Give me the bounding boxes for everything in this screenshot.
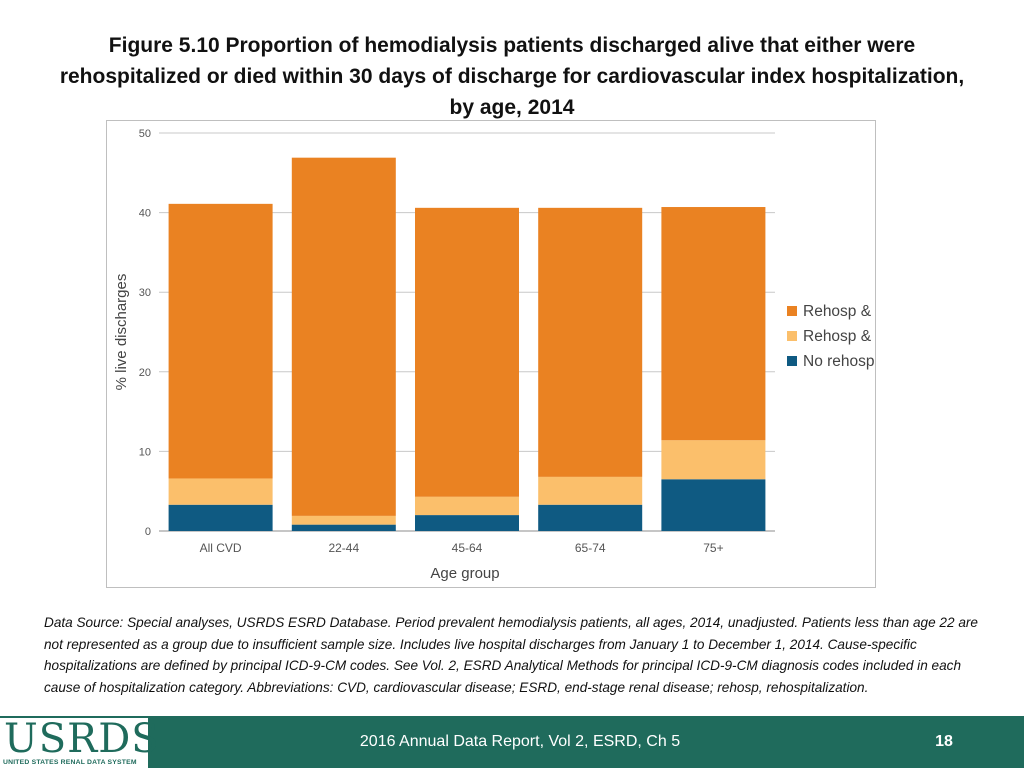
y-tick-label: 40	[139, 208, 151, 220]
figure-title-line-2: rehospitalized or died within 30 days of…	[59, 65, 965, 88]
usrds-logo: USRDS UNITED STATES RENAL DATA SYSTEM	[0, 716, 159, 768]
bar-segment	[291, 157, 396, 516]
y-tick-label: 20	[139, 367, 151, 379]
y-tick-label: 50	[139, 128, 151, 140]
stacked-bar-chart: 0 10 20 30 40 50 All CVD 22-44 45-64 65-74 75+ Age …	[113, 128, 875, 582]
x-tick-label: 22-44	[328, 541, 359, 555]
figure-title-line-1: Figure 5.10 Proportion of hemodialysis p…	[108, 34, 916, 57]
y-axis-title: % live discharges	[113, 274, 130, 391]
logo-subtext: UNITED STATES RENAL DATA SYSTEM	[3, 759, 137, 766]
legend-swatch	[787, 306, 797, 316]
figure-title-line-3: by age, 2014	[449, 96, 575, 119]
legend-label: No rehosp & died	[803, 353, 875, 370]
bar-segment	[415, 496, 519, 516]
bar-segment	[291, 524, 396, 531]
bar-segment	[538, 207, 643, 477]
bar-segment	[168, 203, 273, 479]
bar-segment	[168, 504, 273, 531]
data-source-caption: Data Source: Special analyses, USRDS ESR…	[44, 615, 978, 695]
bar-segment	[415, 207, 519, 497]
x-tick-label: All CVD	[200, 541, 242, 555]
y-tick-label: 30	[139, 287, 151, 299]
legend-swatch	[787, 356, 797, 366]
figure-title: Figure 5.10 Proportion of hemodialysis p…	[10, 30, 1014, 123]
legend-label: Rehosp & alive	[803, 303, 875, 320]
chart-frame: 0 10 20 30 40 50 All CVD 22-44 45-64 65-74 75+ Age …	[106, 120, 876, 588]
bar-segment	[661, 479, 766, 531]
legend-swatch	[787, 331, 797, 341]
bars	[168, 157, 766, 531]
footer-bar	[0, 716, 1024, 768]
bar-segment	[661, 207, 766, 441]
x-tick-label: 45-64	[452, 541, 483, 555]
bar-segment	[538, 504, 643, 531]
axes: 0 10 20 30 40 50 All CVD 22-44 45-64 65-74 75+ Age …	[113, 128, 724, 582]
legend: Rehosp & alive Rehosp & died No rehosp & d…	[787, 303, 875, 370]
logo-text: USRDS	[4, 716, 160, 762]
bar-segment	[291, 515, 396, 525]
x-tick-label: 75+	[703, 541, 723, 555]
report-label: 2016 Annual Data Report, Vol 2, ESRD, Ch…	[359, 733, 681, 750]
bar-segment	[661, 440, 766, 480]
x-axis-title: Age group	[430, 565, 499, 582]
page-number: 18	[935, 733, 953, 750]
legend-label: Rehosp & died	[803, 328, 875, 345]
bar-segment	[415, 515, 519, 531]
y-tick-label: 0	[145, 526, 151, 538]
x-tick-label: 65-74	[575, 541, 606, 555]
y-tick-label: 10	[139, 446, 151, 458]
bar-segment	[538, 476, 643, 505]
bar-segment	[168, 478, 273, 505]
